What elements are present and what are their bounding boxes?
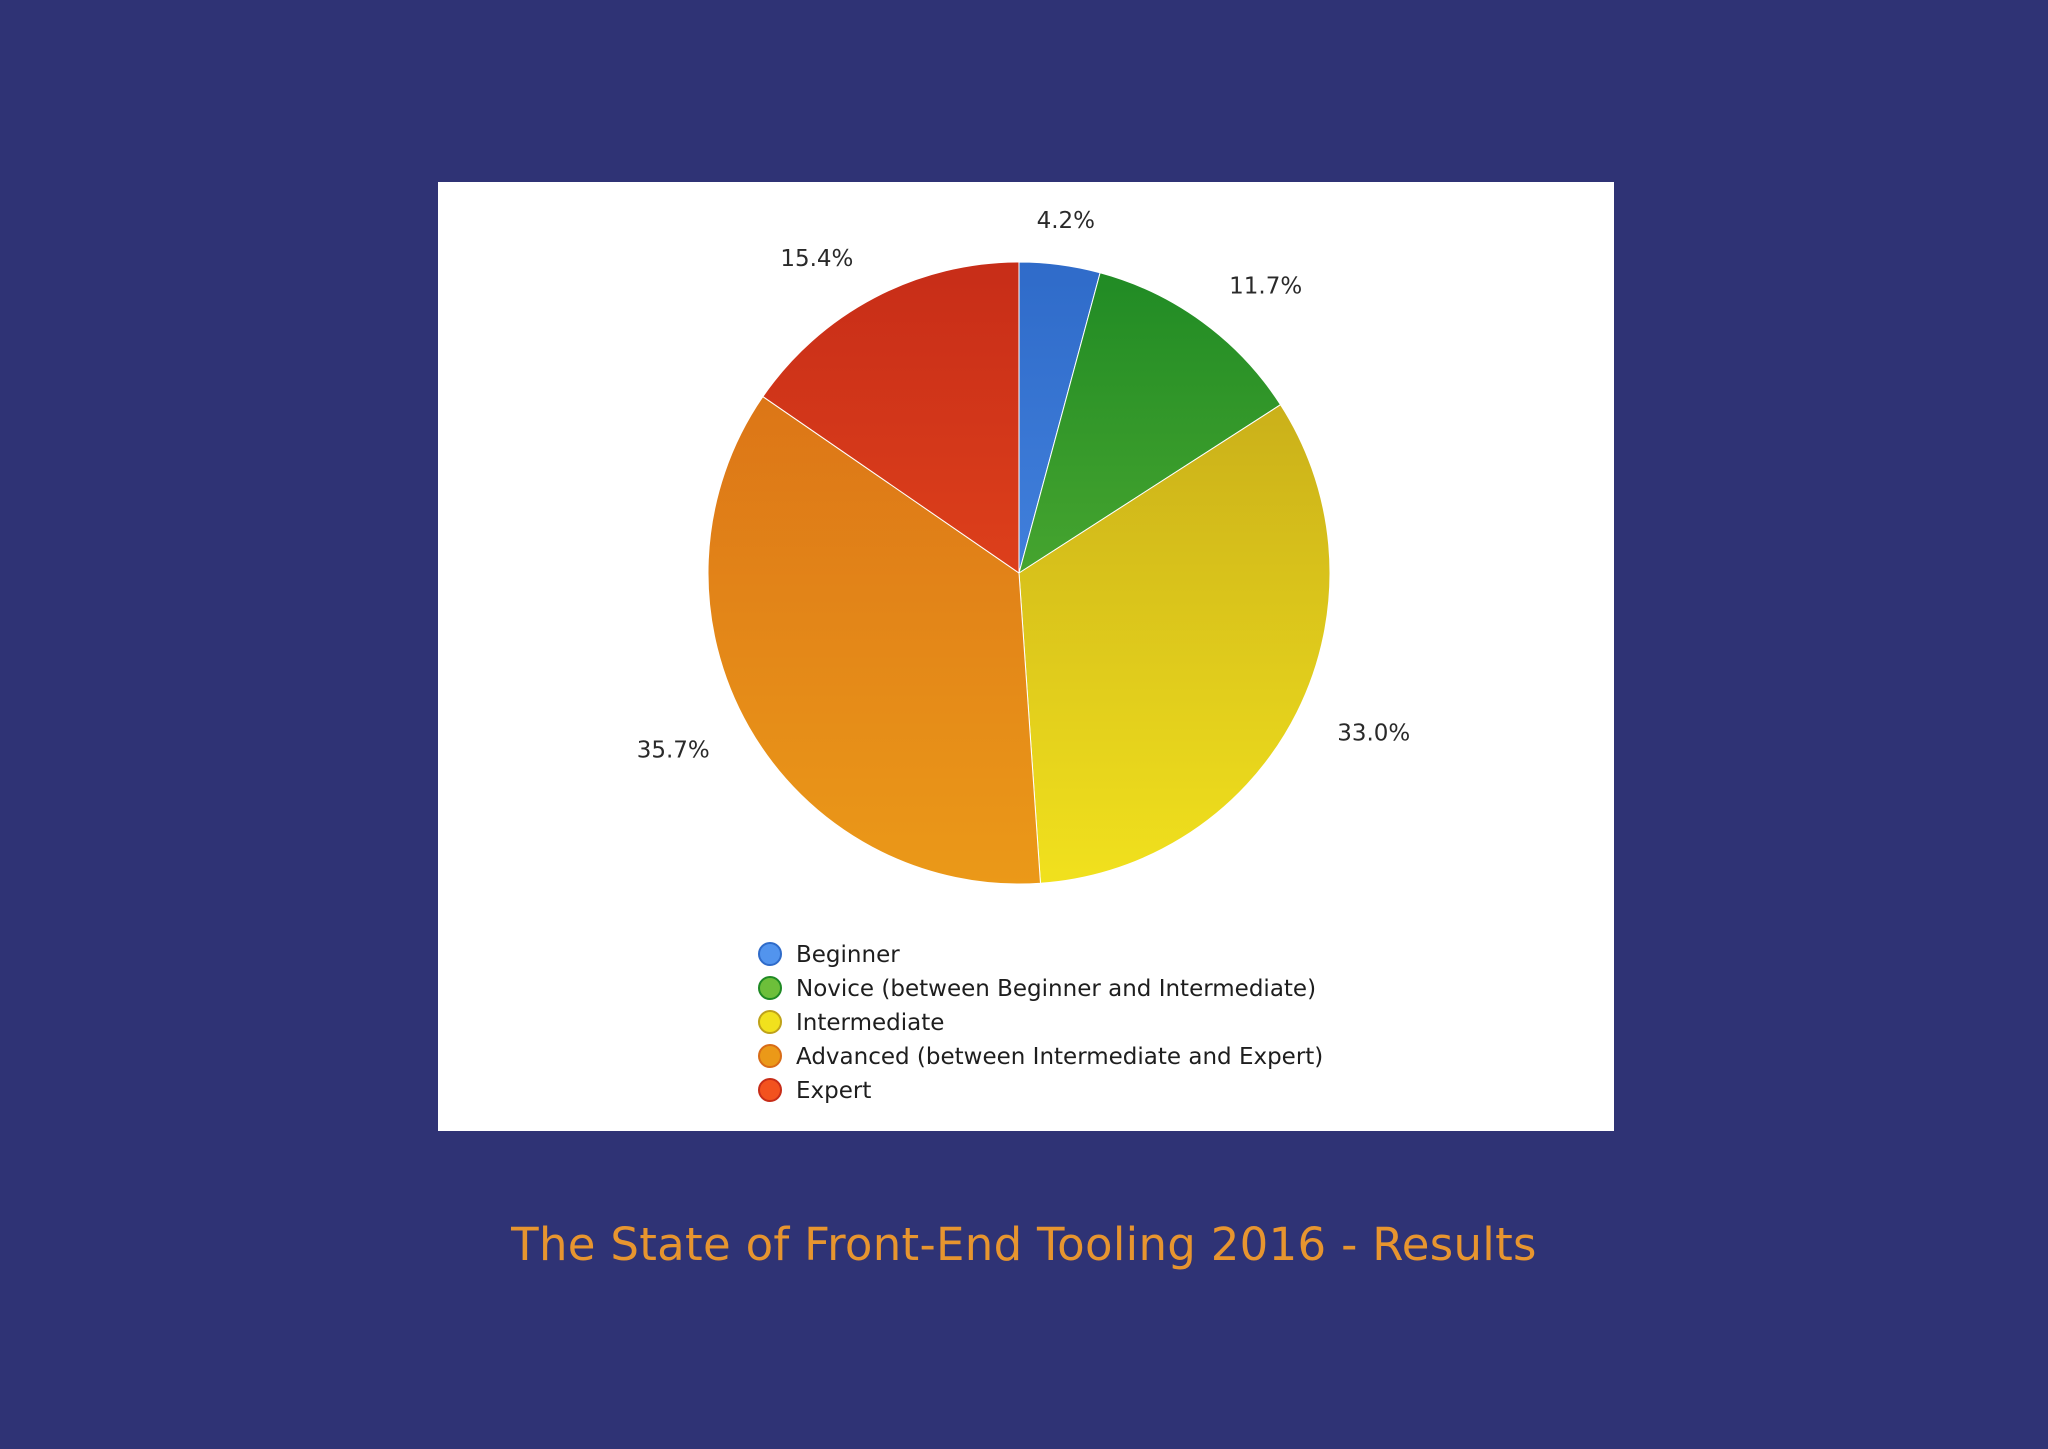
legend-swatch-beginner [758, 942, 782, 966]
slice-label-expert: 15.4% [780, 246, 853, 272]
pie-slice-labels: 4.2% 11.7% 33.0% 35.7% 15.4% [637, 208, 1411, 763]
slice-label-advanced: 35.7% [637, 737, 710, 763]
legend-swatch-novice [758, 976, 782, 1000]
pie-slice-novice [1018, 272, 1282, 575]
legend-label-beginner: Beginner [796, 942, 900, 968]
legend-swatch-advanced [758, 1044, 782, 1068]
chart-card: 4.2% 11.7% 33.0% 35.7% 15.4% Beginner Novice … [438, 182, 1614, 1131]
legend: Beginner Novice (between Beginner and Int… [758, 942, 1323, 1104]
legend-swatch-intermediate [758, 1010, 782, 1034]
pie-slice-intermediate [1018, 404, 1331, 884]
pie-chart: 4.2% 11.7% 33.0% 35.7% 15.4% Beginner Novice … [637, 208, 1411, 1104]
pie-slice-advanced [707, 395, 1042, 885]
slice-label-novice: 11.7% [1229, 274, 1302, 300]
legend-swatch-expert [758, 1078, 782, 1102]
legend-label-novice: Novice (between Beginner and Intermediat… [796, 976, 1316, 1002]
pie-slices [707, 261, 1331, 885]
page-caption: The State of Front-End Tooling 2016 - Re… [511, 1218, 1537, 1271]
slice-label-intermediate: 33.0% [1337, 721, 1410, 747]
slice-label-beginner: 4.2% [1037, 208, 1095, 234]
legend-label-intermediate: Intermediate [796, 1010, 944, 1036]
legend-label-expert: Expert [796, 1078, 871, 1104]
pie-slice-expert [762, 261, 1020, 574]
legend-label-advanced: Advanced (between Intermediate and Exper… [796, 1044, 1323, 1070]
